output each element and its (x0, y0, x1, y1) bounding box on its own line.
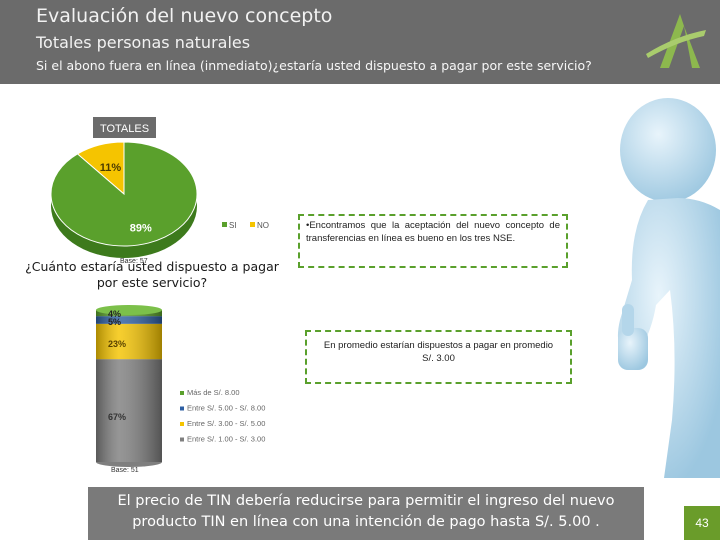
logo-icon (646, 14, 706, 68)
pie-legend-swatch-si (222, 222, 227, 227)
bar-data-label-1: 23% (108, 339, 126, 349)
pie-data-label-no: 11% (100, 162, 122, 174)
pie-legend-label-si: SI (229, 221, 237, 230)
bar-legend-swatch-1 (180, 406, 184, 411)
page-subtitle: Totales personas naturales (36, 33, 251, 52)
finding-note: •Encontramos que la aceptación del nuevo… (298, 214, 568, 268)
average-payment-note: En promedio estarían dispuestos a pagar … (305, 330, 572, 384)
bar-legend-label-3: Entre S/. 1.00 - S/. 3.00 (187, 435, 265, 444)
bar-legend-swatch-3 (180, 437, 184, 442)
bar-segment-shade-1 (96, 323, 162, 360)
pie-base-label: Base: 57 (120, 258, 148, 265)
bar-top-cap (96, 305, 162, 315)
pie-legend-label-no: NO (257, 221, 269, 230)
bar-legend-label-2: Entre S/. 3.00 - S/. 5.00 (187, 419, 265, 428)
charts-area: TOTALES 11% 89% SI NO 67% 23% 5%4% Más de S/… (50, 117, 269, 467)
survey-question: Si el abono fuera en línea (inmediato)¿e… (36, 58, 592, 73)
bar-data-label-3: 4% (108, 309, 121, 319)
pie-title: TOTALES (100, 123, 149, 135)
header-bar: Evaluación del nuevo concepto Totales pe… (0, 0, 720, 84)
average-payment-text: En promedio estarían dispuestos a pagar … (323, 340, 554, 351)
bar-legend-label-1: Entre S/. 5.00 - S/. 8.00 (187, 404, 265, 413)
bar-legend-label-0: Más de S/. 8.00 (187, 388, 240, 397)
bar-segment-shade-2 (96, 316, 162, 324)
pie-legend-swatch-no (250, 222, 255, 227)
conclusion-box: El precio de TIN debería reducirse para … (88, 487, 644, 540)
pie-title-box (93, 117, 156, 138)
bar-data-label-0: 67% (108, 412, 126, 422)
pie-slice-si (50, 141, 198, 247)
bar-legend-swatch-0 (180, 391, 184, 395)
page-title: Evaluación del nuevo concepto (36, 5, 333, 27)
page-number: 43 (684, 506, 720, 540)
bar-legend-swatch-2 (180, 422, 184, 426)
thumbs-up-figure-icon (617, 98, 720, 478)
bar-base-label: Base: 51 (111, 467, 139, 474)
average-payment-value: S/. 3.00 (422, 352, 455, 364)
bar-data-label-2: 5% (108, 317, 121, 327)
bar-segment-shade-0 (96, 359, 162, 462)
bar-chart-question: ¿Cuánto estaría usted dispuesto a pagar … (25, 259, 279, 290)
pie-data-label-si: 89% (130, 222, 152, 234)
